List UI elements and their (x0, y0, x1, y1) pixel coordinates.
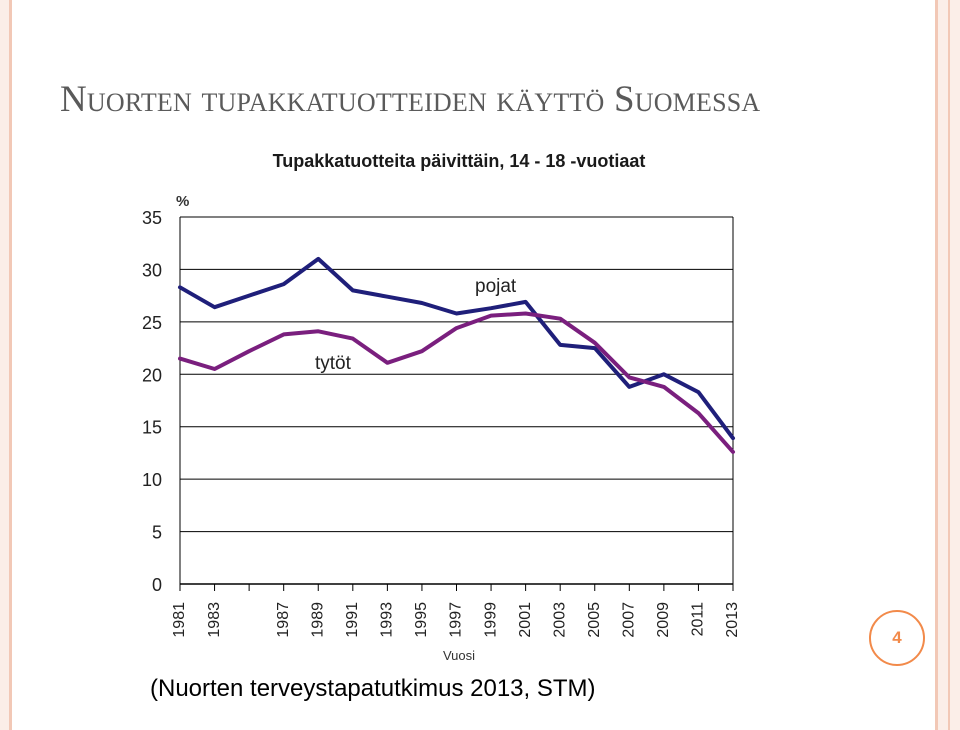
x-tick-label: 1997 (448, 602, 465, 638)
y-tick-label: 15 (142, 418, 162, 438)
right-border-line-inner (948, 0, 950, 730)
y-tick-label: 5 (152, 523, 162, 543)
series-label-pojat: pojat (475, 276, 517, 297)
page-number-badge: 4 (869, 610, 925, 666)
y-tick-label: 0 (152, 575, 162, 595)
chart-title: Tupakkatuotteita päivittäin, 14 - 18 -vu… (273, 151, 646, 171)
x-tick-label: 2001 (517, 602, 534, 638)
x-tick-label: 1991 (344, 602, 361, 638)
slide-title: Nuorten tupakkatuotteiden käyttö Suomess… (60, 79, 761, 120)
x-tick-label: 2003 (551, 602, 568, 638)
x-tick-label: 2005 (586, 602, 603, 638)
left-border-line (9, 0, 12, 730)
y-tick-label: 25 (142, 313, 162, 333)
x-tick-label: 1983 (206, 602, 223, 638)
x-tick-label: 2009 (655, 602, 672, 638)
x-tick-label: 2011 (690, 602, 707, 637)
series-line-pojat-line (178, 256, 735, 441)
x-tick-label: 1987 (275, 602, 292, 638)
x-tick-label: 1993 (379, 602, 396, 638)
series-line-tytot-line (178, 311, 735, 454)
right-border-line (935, 0, 938, 730)
left-border-band (0, 0, 9, 730)
y-tick-label: 30 (142, 260, 162, 280)
x-axis-label: Vuosi (443, 648, 475, 663)
x-tick-label: 1989 (309, 602, 326, 638)
x-tick-label: 2007 (621, 602, 638, 638)
x-tick-label: 1995 (413, 602, 430, 638)
y-tick-label: 20 (142, 365, 162, 385)
y-axis-unit-label: % (176, 193, 189, 210)
y-tick-label: 35 (142, 208, 162, 228)
x-tick-label: 1981 (171, 602, 188, 638)
x-tick-label: 1999 (482, 602, 499, 638)
y-tick-label: 10 (142, 470, 162, 490)
source-citation: (Nuorten terveystapatutkimus 2013, STM) (150, 675, 596, 702)
x-tick-label: 2013 (724, 602, 741, 638)
series-label-tytot: tytöt (315, 353, 352, 374)
